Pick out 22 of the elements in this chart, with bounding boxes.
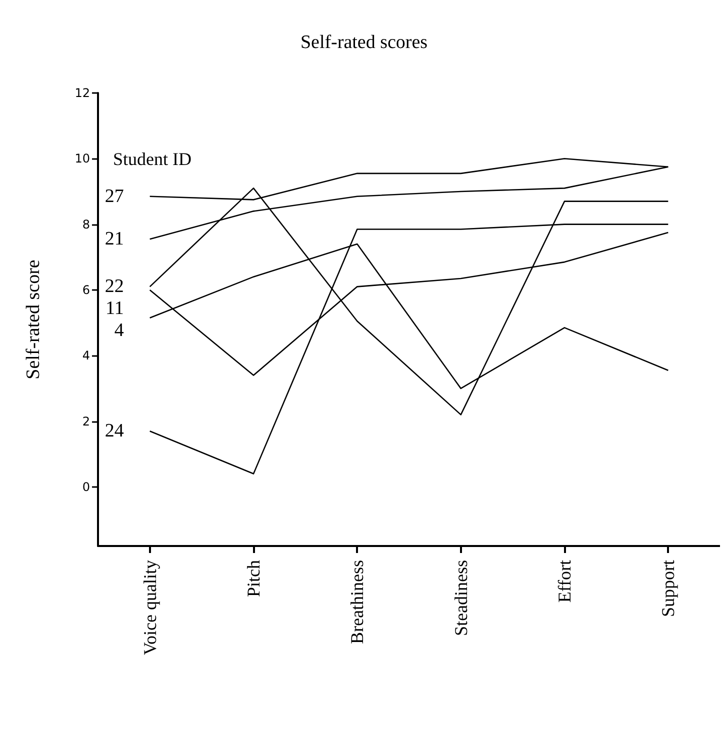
y-tick-label: 4	[82, 348, 90, 363]
series-label: 22	[104, 276, 124, 298]
y-tick-label: 6	[82, 282, 90, 297]
x-tick-label: Pitch	[244, 560, 264, 598]
series-label: 27	[104, 186, 124, 207]
series-label: 11	[106, 298, 124, 320]
y-tick-label: 2	[82, 414, 90, 428]
y-tick-label: 10	[74, 152, 90, 166]
y-tick-label: 8	[82, 217, 90, 232]
x-tick-label: Effort	[554, 560, 574, 603]
x-tick-label: Steadiness	[450, 560, 471, 636]
y-axis-title: Self-rated score	[23, 260, 44, 380]
series-label: 4	[114, 320, 124, 342]
x-tick-label: Support	[658, 560, 678, 618]
y-tick-label: 12	[74, 86, 90, 100]
series-label: 24	[104, 420, 124, 442]
x-tick-label: Voice quality	[140, 560, 160, 656]
legend-title: Student ID	[113, 149, 192, 169]
y-tick-label: 0	[82, 480, 90, 494]
series-label: 21	[104, 228, 124, 250]
x-tick-label: Breathiness	[347, 560, 368, 644]
chart-title: Self-rated scores	[300, 32, 428, 53]
